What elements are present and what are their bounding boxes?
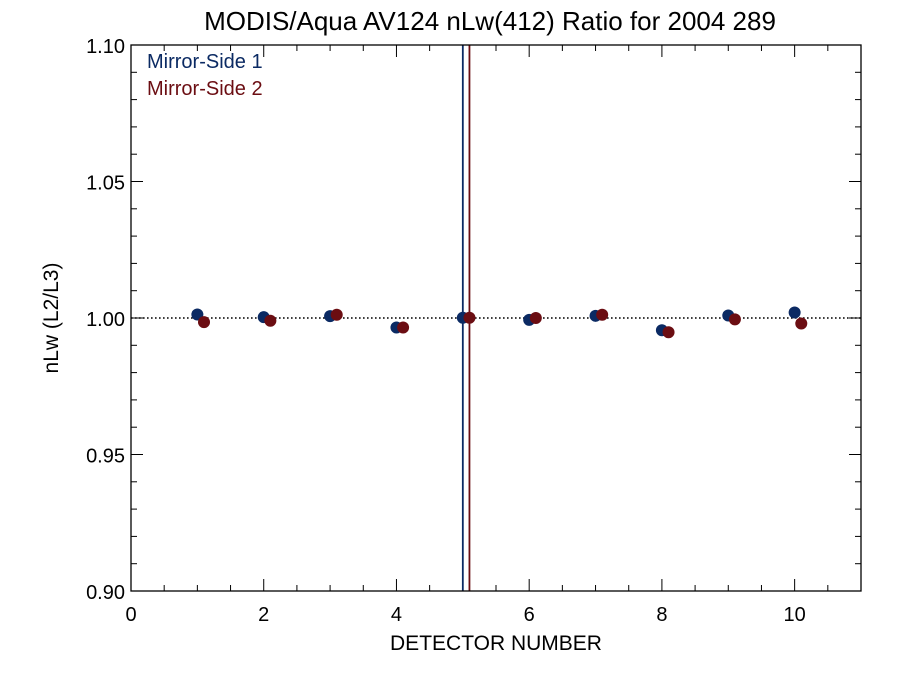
plot-area: 0 2 4 6 8 10 0.90 0.95 1.00 1.05 1.10 Mirror-Side 1…: [86, 36, 862, 626]
x-tick-label: 2: [258, 604, 269, 626]
chart-title: MODIS/Aqua AV124 nLw(412) Ratio for 2004…: [204, 6, 776, 36]
x-tick-label: 10: [784, 604, 806, 626]
legend-entry: Mirror-Side 1: [147, 51, 263, 73]
y-tick-label: 0.95: [86, 446, 125, 468]
x-tick-label: 8: [656, 604, 667, 626]
y-tick-label: 0.90: [86, 582, 125, 604]
point-mirror-side-2: [596, 308, 609, 321]
point-mirror-side-2: [529, 312, 542, 324]
x-axis-label: DETECTOR NUMBER: [390, 632, 602, 655]
point-mirror-side-2: [662, 326, 675, 339]
y-tick-label: 1.05: [86, 173, 125, 195]
plot-frame: [130, 44, 862, 592]
y-tick-label: 1.10: [86, 36, 125, 58]
x-tick-label: 0: [125, 604, 136, 626]
x-tick-label: 4: [391, 604, 402, 626]
y-tick-label: 1.00: [86, 309, 125, 331]
point-mirror-side-2: [795, 317, 808, 330]
point-mirror-side-2: [264, 314, 277, 327]
point-mirror-side-2: [463, 311, 476, 324]
legend-entry: Mirror-Side 2: [147, 78, 263, 100]
x-tick-label: 6: [524, 604, 535, 626]
point-mirror-side-2: [198, 316, 210, 329]
point-mirror-side-1: [788, 306, 801, 319]
point-mirror-side-2: [330, 308, 343, 321]
y-axis-label: nLw (L2/L3): [40, 263, 63, 374]
point-mirror-side-2: [728, 313, 741, 326]
point-mirror-side-2: [397, 321, 410, 334]
